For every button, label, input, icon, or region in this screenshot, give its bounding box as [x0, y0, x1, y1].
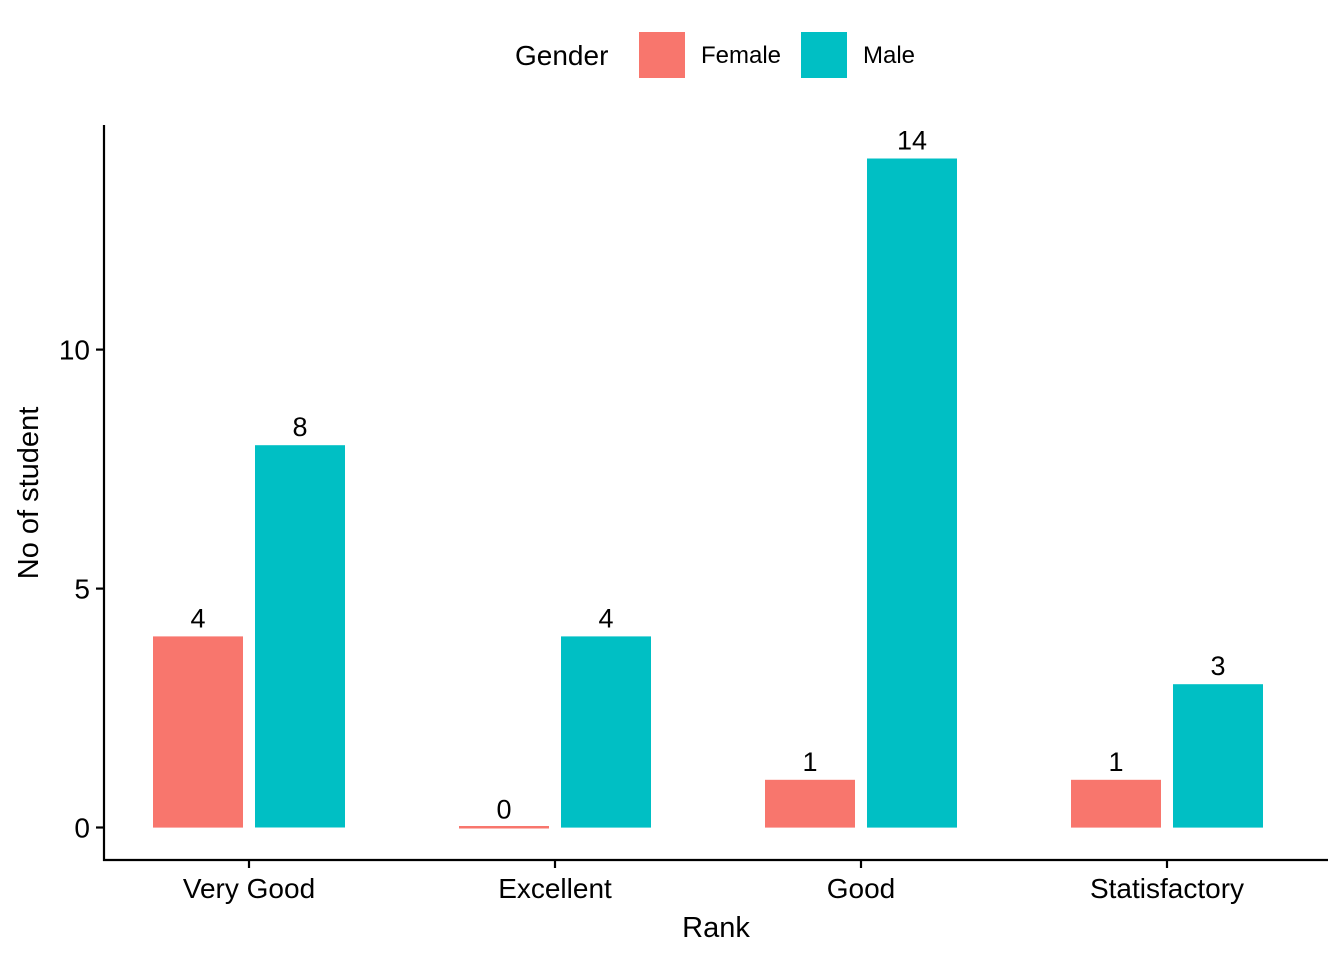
data-label-female-statisfactory: 1 — [1108, 747, 1123, 777]
x-tick-label-statisfactory: Statisfactory — [1090, 873, 1244, 904]
bar-female-excellent — [459, 826, 549, 829]
y-tick-label: 5 — [74, 574, 90, 605]
data-label-male-statisfactory: 3 — [1210, 651, 1225, 681]
legend-label-male: Male — [863, 42, 915, 69]
data-label-male-good: 14 — [897, 126, 927, 156]
x-ticks: Very Good Excellent Good Statisfactory — [183, 860, 1244, 904]
y-tick-label: 10 — [59, 335, 90, 366]
legend: Gender Female Male — [515, 32, 915, 78]
data-label-male-excellent: 4 — [598, 603, 613, 633]
bar-male-excellent — [561, 636, 651, 828]
data-label-male-very-good: 8 — [292, 412, 307, 442]
bar-male-very-good — [255, 445, 345, 828]
bars — [153, 158, 1263, 829]
bar-male-good — [867, 158, 957, 828]
bar-labels: 4 8 0 4 1 14 1 3 — [190, 126, 1225, 825]
legend-swatch-female — [639, 32, 685, 78]
x-tick-label-excellent: Excellent — [498, 873, 612, 904]
bar-female-statisfactory — [1071, 779, 1161, 828]
y-tick-label: 0 — [74, 813, 90, 844]
x-axis-title: Rank — [682, 912, 750, 944]
legend-label-female: Female — [701, 42, 781, 69]
x-tick-label-good: Good — [827, 873, 896, 904]
data-label-female-very-good: 4 — [190, 603, 205, 633]
bar-male-statisfactory — [1173, 684, 1263, 828]
legend-title: Gender — [515, 40, 608, 71]
y-ticks: 0 5 10 — [59, 335, 104, 844]
legend-swatch-male — [801, 32, 847, 78]
data-label-female-excellent: 0 — [496, 795, 511, 825]
x-tick-label-very-good: Very Good — [183, 873, 315, 904]
bar-female-good — [765, 779, 855, 828]
y-axis-title: No of student — [13, 407, 45, 580]
data-label-female-good: 1 — [802, 747, 817, 777]
bar-female-very-good — [153, 636, 243, 828]
